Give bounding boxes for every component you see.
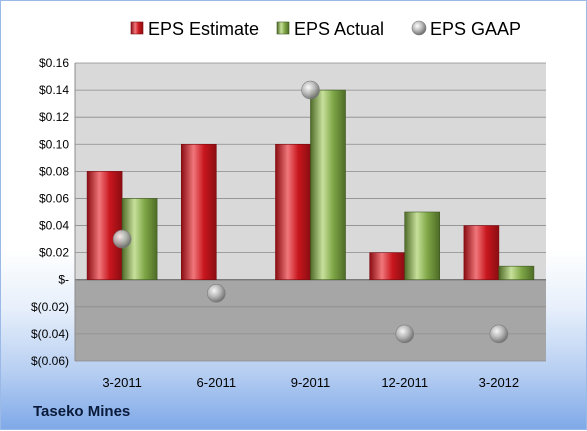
marker-eps-gaap	[489, 324, 509, 344]
legend-swatch	[130, 21, 144, 35]
y-tick-label: $0.12	[39, 110, 69, 124]
bar-eps-estimate	[275, 143, 311, 281]
legend-label: EPS GAAP	[430, 19, 521, 39]
company-label: Taseko Mines	[33, 403, 131, 420]
x-tick-label: 12-2011	[381, 375, 428, 390]
y-tick-label: $0.16	[39, 56, 69, 70]
y-tick-label: $0.06	[39, 191, 69, 205]
legend-swatch	[276, 21, 290, 35]
marker-eps-gaap	[112, 229, 132, 249]
y-tick-label: $0.04	[39, 219, 69, 233]
y-tick-label: $(0.06)	[31, 354, 69, 368]
legend-swatch	[411, 20, 427, 36]
bar-eps-estimate	[463, 225, 500, 281]
marker-eps-gaap	[207, 283, 226, 303]
marker-eps-gaap	[395, 324, 415, 344]
y-tick-label: $0.10	[39, 137, 69, 151]
bar-eps-actual	[498, 265, 535, 281]
bar-eps-actual	[310, 89, 346, 281]
legend-label: EPS Actual	[294, 19, 384, 39]
y-tick-label: $(0.02)	[31, 300, 69, 314]
x-tick-label: 3-2012	[479, 375, 519, 390]
bar-eps-actual	[404, 211, 441, 281]
bar-eps-estimate	[369, 252, 406, 281]
y-tick-label: $(0.04)	[31, 327, 69, 341]
y-tick-label: $-	[58, 273, 69, 287]
x-tick-label: 3-2011	[102, 375, 142, 390]
y-tick-label: $0.14	[39, 83, 69, 97]
bar-eps-estimate	[86, 171, 123, 281]
y-tick-label: $0.02	[39, 246, 69, 260]
plot-area-negative	[75, 279, 546, 361]
bar-eps-estimate	[181, 143, 217, 281]
x-tick-label: 9-2011	[291, 375, 331, 390]
y-tick-label: $0.08	[39, 164, 69, 178]
legend-label: EPS Estimate	[148, 19, 259, 39]
x-tick-label: 6-2011	[197, 375, 237, 390]
marker-eps-gaap	[301, 80, 320, 100]
